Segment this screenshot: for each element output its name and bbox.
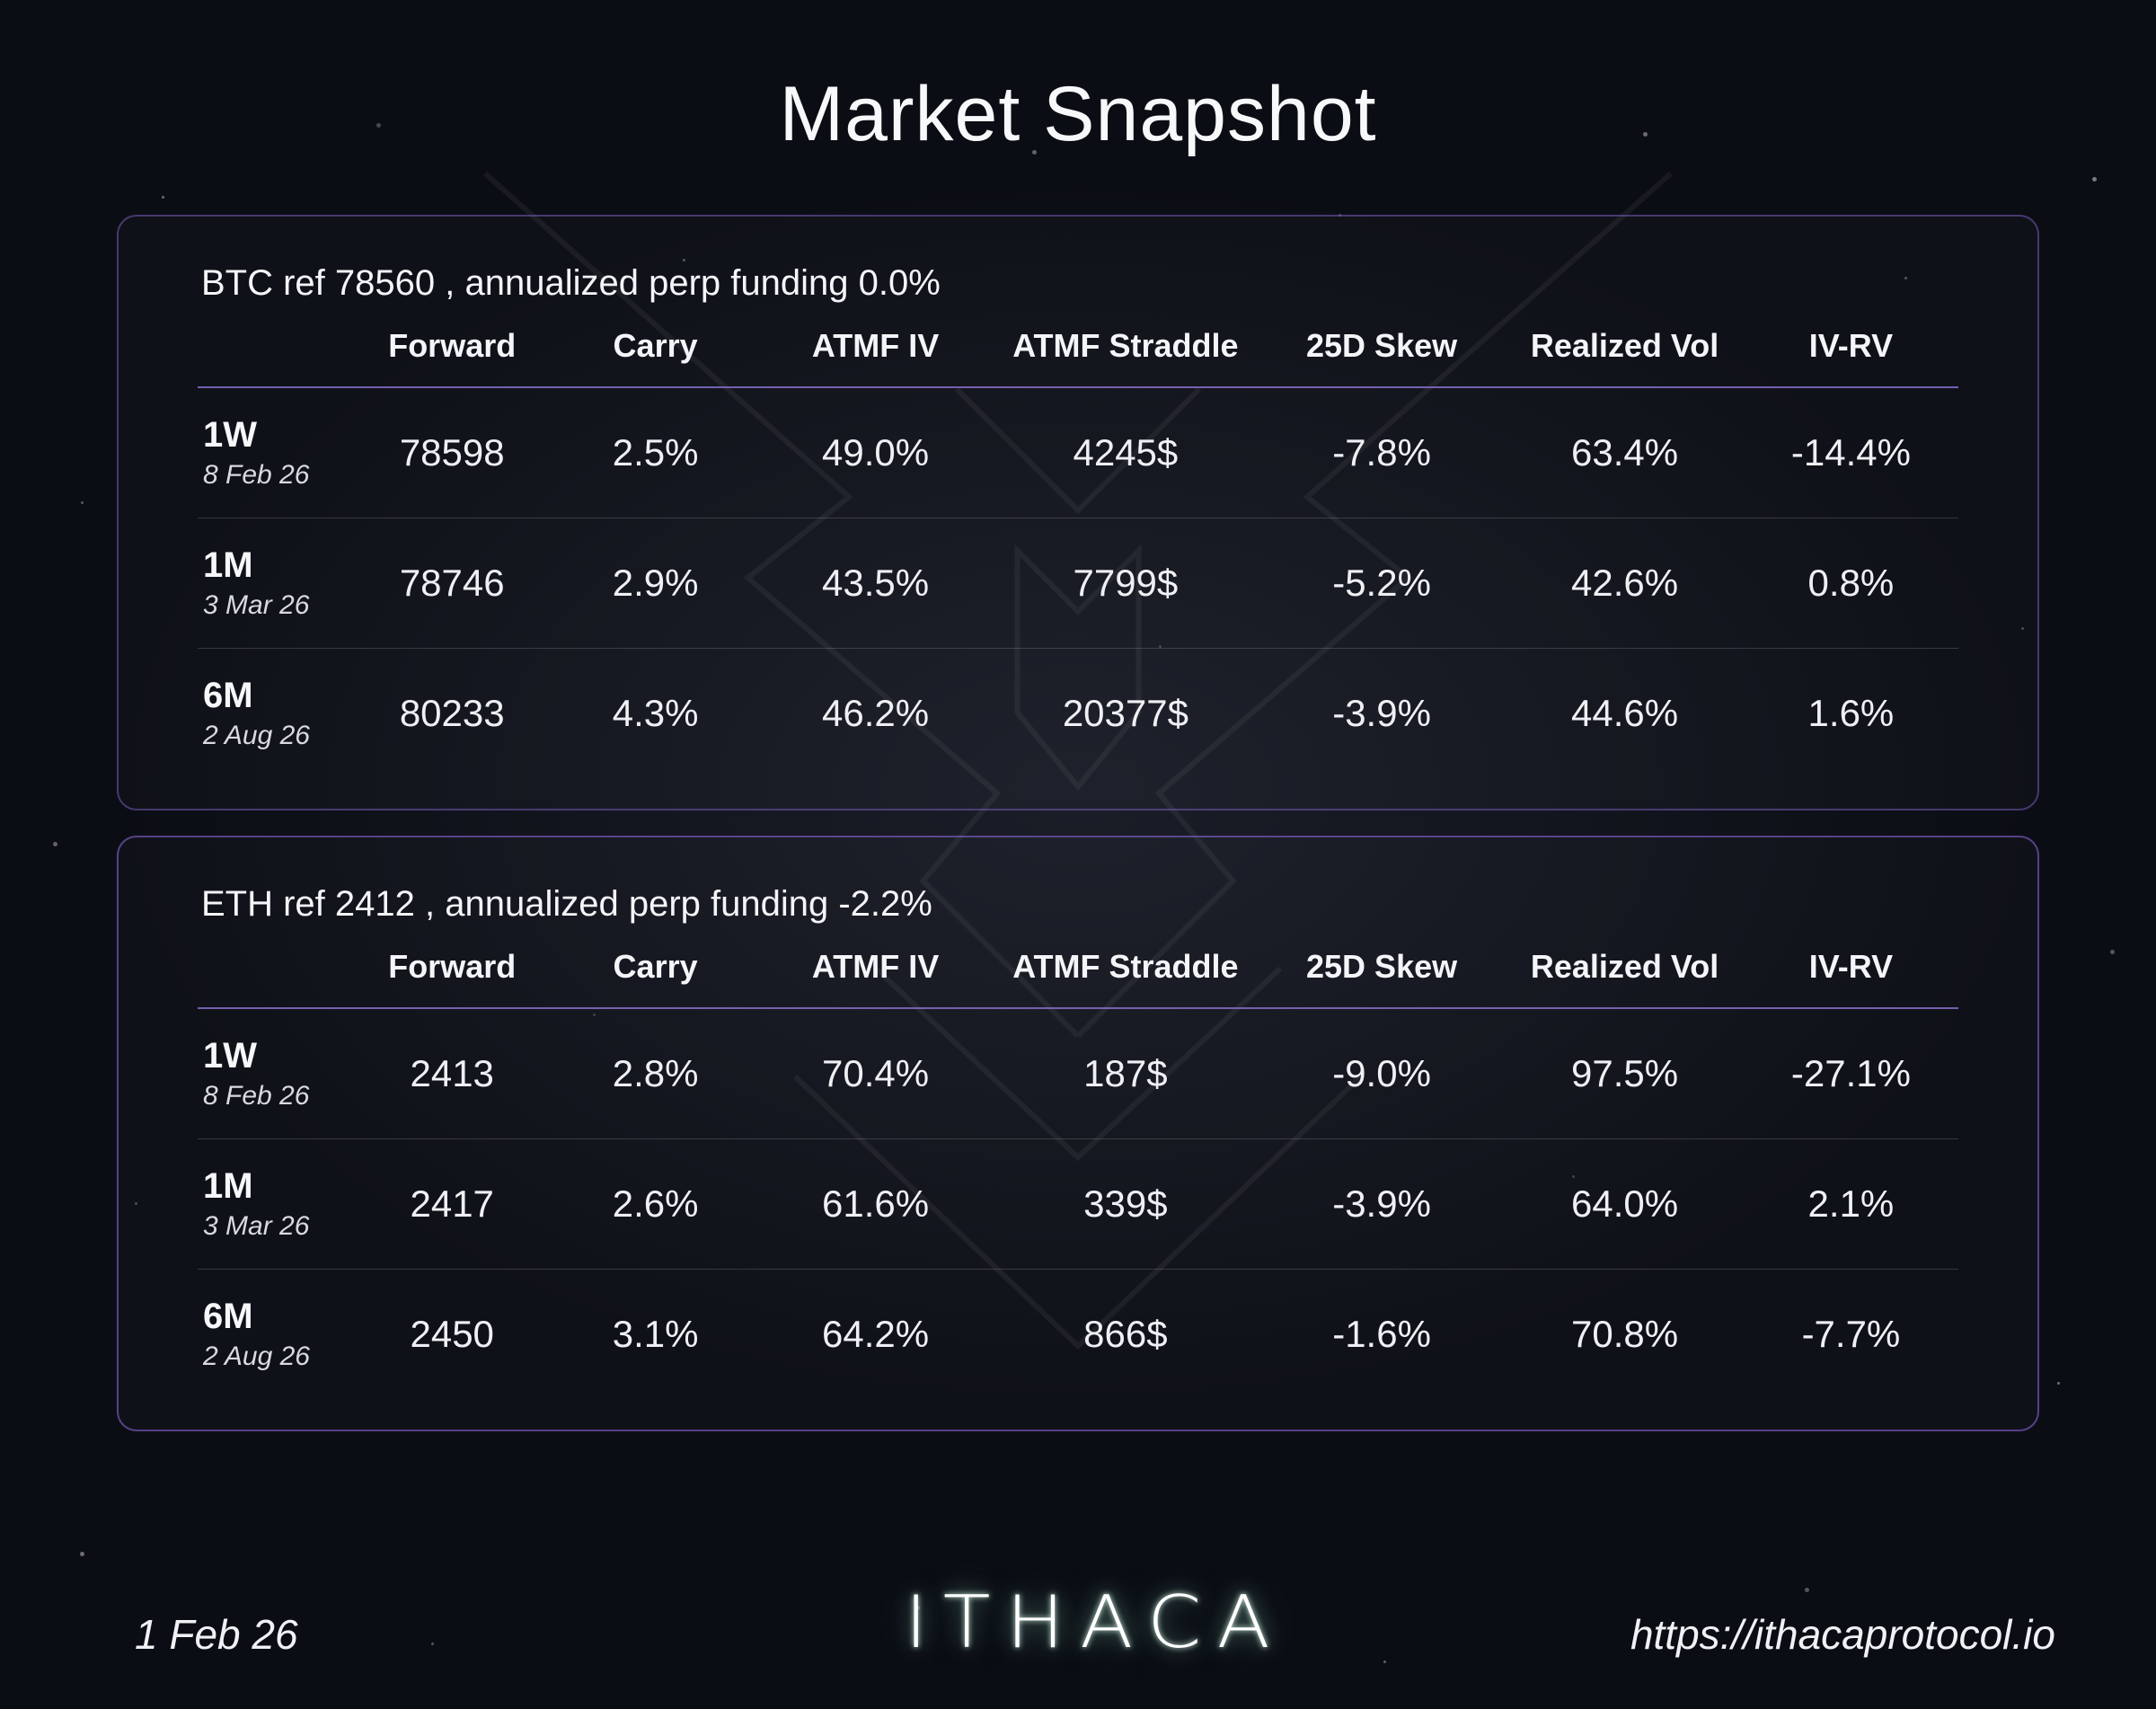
btc-panel-header: BTC ref 78560 , annualized perp funding … bbox=[201, 263, 941, 303]
footer-url-link[interactable]: https://ithacaprotocol.io bbox=[1630, 1611, 2055, 1658]
value-cell: 70.8% bbox=[1571, 1313, 1679, 1355]
expiry-date: 2 Aug 26 bbox=[203, 721, 310, 750]
value-cell: 20377$ bbox=[1062, 692, 1188, 734]
column-header-row: Forward Carry ATMF IV ATMF Straddle 25D … bbox=[198, 948, 1958, 1009]
tenor-label: 1W bbox=[203, 415, 257, 455]
column-header-row: Forward Carry ATMF IV ATMF Straddle 25D … bbox=[198, 327, 1958, 388]
value-cell: 866$ bbox=[1083, 1313, 1168, 1355]
column-header: ATMF Straddle bbox=[993, 948, 1258, 1009]
footer: 1 Feb 26 ITHACA https://ithacaprotocol.i… bbox=[135, 1581, 2055, 1664]
page-title: Market Snapshot bbox=[779, 71, 1377, 157]
value-cell: 78598 bbox=[350, 387, 553, 518]
value-cell: 70.4% bbox=[757, 1008, 994, 1139]
column-header: IV-RV bbox=[1743, 327, 1958, 388]
value-cell: -9.0% bbox=[1257, 1008, 1507, 1139]
column-header: 25D Skew bbox=[1257, 327, 1507, 388]
value-cell: 3.1% bbox=[612, 1313, 699, 1355]
table-row: 1W 8 Feb 26 78598 2.5% 49.0% 4245$ -7.8%… bbox=[198, 387, 1958, 518]
value-cell: 61.6% bbox=[757, 1138, 994, 1270]
value-cell: 2450 bbox=[410, 1313, 494, 1355]
value-cell: 2.6% bbox=[552, 1138, 758, 1270]
tenor-label: 1M bbox=[203, 545, 253, 585]
table-row: 6M 2 Aug 26 2450 3.1% 64.2% 866$ -1.6% 7… bbox=[198, 1270, 1958, 1400]
panels-container: BTC ref 78560 , annualized perp funding … bbox=[0, 215, 2156, 1431]
value-cell: -1.6% bbox=[1332, 1313, 1431, 1355]
value-cell: 339$ bbox=[993, 1138, 1258, 1270]
column-header: Forward bbox=[350, 948, 553, 1009]
tenor-column-header bbox=[198, 948, 351, 1009]
column-header: IV-RV bbox=[1743, 948, 1958, 1009]
value-cell: 80233 bbox=[399, 692, 505, 734]
value-cell: 1.6% bbox=[1807, 692, 1895, 734]
value-cell: 4.3% bbox=[612, 692, 699, 734]
value-cell: -27.1% bbox=[1743, 1008, 1958, 1139]
column-header: 25D Skew bbox=[1257, 948, 1507, 1009]
value-cell: 64.0% bbox=[1506, 1138, 1744, 1270]
eth-market-table: Forward Carry ATMF IV ATMF Straddle 25D … bbox=[198, 948, 1958, 1399]
tenor-label: 1W bbox=[203, 1036, 257, 1076]
column-header: Carry bbox=[552, 327, 758, 388]
table-row: 6M 2 Aug 26 80233 4.3% 46.2% 20377$ -3.9… bbox=[198, 649, 1958, 779]
value-cell: 49.0% bbox=[757, 387, 994, 518]
ithaca-logo: ITHACA bbox=[905, 1581, 1286, 1664]
table-row: 1M 3 Mar 26 78746 2.9% 43.5% 7799$ -5.2%… bbox=[198, 518, 1958, 649]
table-row: 1M 3 Mar 26 2417 2.6% 61.6% 339$ -3.9% 6… bbox=[198, 1138, 1958, 1270]
tenor-column-header bbox=[198, 327, 351, 388]
tenor-cell: 6M 2 Aug 26 bbox=[198, 649, 351, 779]
value-cell: -7.8% bbox=[1257, 387, 1507, 518]
value-cell: 2.8% bbox=[552, 1008, 758, 1139]
tenor-cell: 1W 8 Feb 26 bbox=[198, 387, 351, 518]
value-cell: -3.9% bbox=[1257, 1138, 1507, 1270]
value-cell: 46.2% bbox=[822, 692, 930, 734]
tenor-label: 6M bbox=[203, 1297, 253, 1336]
column-header: ATMF IV bbox=[757, 948, 994, 1009]
footer-date: 1 Feb 26 bbox=[135, 1611, 298, 1658]
column-header: ATMF IV bbox=[757, 327, 994, 388]
value-cell: 97.5% bbox=[1506, 1008, 1744, 1139]
tenor-label: 1M bbox=[203, 1166, 253, 1206]
value-cell: 0.8% bbox=[1743, 518, 1958, 649]
column-header: ATMF Straddle bbox=[993, 327, 1258, 388]
expiry-date: 8 Feb 26 bbox=[203, 1081, 310, 1111]
eth-panel: ETH ref 2412 , annualized perp funding -… bbox=[117, 836, 2039, 1431]
value-cell: 7799$ bbox=[993, 518, 1258, 649]
table-row: 1W 8 Feb 26 2413 2.8% 70.4% 187$ -9.0% 9… bbox=[198, 1008, 1958, 1139]
value-cell: 42.6% bbox=[1506, 518, 1744, 649]
tenor-cell: 1M 3 Mar 26 bbox=[198, 518, 351, 649]
tenor-cell: 1W 8 Feb 26 bbox=[198, 1008, 351, 1139]
tenor-label: 6M bbox=[203, 676, 253, 715]
value-cell: 63.4% bbox=[1506, 387, 1744, 518]
column-header: Realized Vol bbox=[1506, 327, 1744, 388]
value-cell: 2.5% bbox=[552, 387, 758, 518]
value-cell: 2413 bbox=[350, 1008, 553, 1139]
column-header: Carry bbox=[552, 948, 758, 1009]
value-cell: -7.7% bbox=[1801, 1313, 1901, 1355]
value-cell: -14.4% bbox=[1743, 387, 1958, 518]
btc-panel: BTC ref 78560 , annualized perp funding … bbox=[117, 215, 2039, 810]
value-cell: 43.5% bbox=[757, 518, 994, 649]
value-cell: 2.1% bbox=[1743, 1138, 1958, 1270]
tenor-cell: 1M 3 Mar 26 bbox=[198, 1138, 351, 1270]
value-cell: 64.2% bbox=[822, 1313, 930, 1355]
value-cell: 2.9% bbox=[552, 518, 758, 649]
tenor-cell: 6M 2 Aug 26 bbox=[198, 1270, 351, 1400]
expiry-date: 2 Aug 26 bbox=[203, 1342, 310, 1371]
value-cell: 44.6% bbox=[1571, 692, 1679, 734]
value-cell: 4245$ bbox=[993, 387, 1258, 518]
column-header: Realized Vol bbox=[1506, 948, 1744, 1009]
value-cell: 2417 bbox=[350, 1138, 553, 1270]
value-cell: -5.2% bbox=[1257, 518, 1507, 649]
btc-market-table: Forward Carry ATMF IV ATMF Straddle 25D … bbox=[198, 327, 1958, 778]
eth-panel-header: ETH ref 2412 , annualized perp funding -… bbox=[201, 884, 932, 924]
value-cell: 187$ bbox=[993, 1008, 1258, 1139]
expiry-date: 3 Mar 26 bbox=[203, 1211, 310, 1241]
expiry-date: 3 Mar 26 bbox=[203, 590, 310, 620]
value-cell: 78746 bbox=[350, 518, 553, 649]
value-cell: -3.9% bbox=[1332, 692, 1431, 734]
column-header: Forward bbox=[350, 327, 553, 388]
expiry-date: 8 Feb 26 bbox=[203, 460, 310, 490]
